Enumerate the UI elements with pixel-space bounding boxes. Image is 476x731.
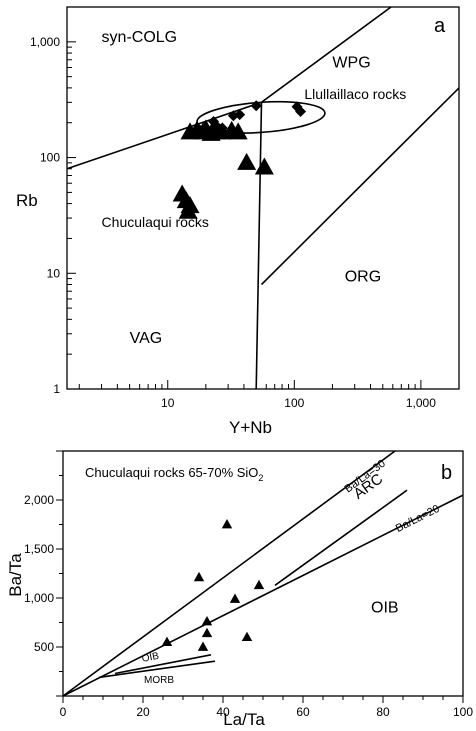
panel-b-title-subscript: 2 <box>258 473 263 483</box>
panel-a-boundary-line <box>255 102 263 390</box>
panel-a-y-tick-label: 100 <box>40 151 60 165</box>
panel-b-region-line <box>98 660 216 679</box>
panel-b-x-tick-label: 20 <box>136 705 150 719</box>
panel-b-ratio-line <box>62 494 464 697</box>
panel-a-label: a <box>434 15 446 37</box>
panel-b-region-label: MORB <box>144 675 174 686</box>
panel-b-y-tick-label: 2,000 <box>24 493 54 507</box>
panel-b-x-tick-label: 80 <box>376 705 390 719</box>
panel-b-x-tick-label: 100 <box>453 705 473 719</box>
panel-b-ratio-label: Ba/La=20 <box>394 503 442 535</box>
panel-a-triangle-point <box>178 201 198 219</box>
panel-a-field-label: syn-COLG <box>102 29 178 46</box>
panel-a-field-label: WPG <box>332 55 370 72</box>
panel-a-x-tick-label: 10 <box>161 396 175 410</box>
panel-a-field-label: ORG <box>345 268 381 285</box>
panel-a-field-label: VAG <box>130 330 163 347</box>
panel-a-diamond-point <box>250 100 262 112</box>
panel-b-triangle-point <box>241 631 253 642</box>
panel-a-x-tick-label: 1,000 <box>406 396 436 410</box>
panel-b-x-tick-label: 60 <box>296 705 310 719</box>
panel-a-x-axis-label: Y+Nb <box>229 418 272 437</box>
panel-a-triangle-point <box>237 152 257 170</box>
panel-a-boundary-line <box>260 87 460 286</box>
panel-b-region-line <box>114 654 212 675</box>
panel-b-x-tick-label: 40 <box>216 705 230 719</box>
panel-b-triangle-point <box>201 627 213 638</box>
panel-a-triangle-point <box>254 157 274 175</box>
panel-b-triangle-point <box>229 593 241 603</box>
panel-b-region-line <box>274 489 408 586</box>
panel-a-x-tick-label: 100 <box>284 396 304 410</box>
panel-b-title: Chuculaqui rocks 65-70% SiO2 <box>85 465 263 483</box>
panel-b-frame <box>62 450 464 697</box>
panel-b-triangle-point <box>197 641 209 651</box>
panel-b-x-axis-label: La/Ta <box>223 710 265 729</box>
panel-a-plot: a Rb Y+Nb 10 100 1,000 1 10 100 1,000 syn-COLG… <box>16 6 460 437</box>
panel-b-plot: b Chuculaqui rocks 65-70% SiO2 Ba/Ta La/… <box>6 450 473 729</box>
panel-a-y-tick-label: 1,000 <box>30 35 60 49</box>
panel-a-y-tick-label: 1 <box>53 382 60 396</box>
panel-b-ratio-line <box>62 450 396 697</box>
panel-b-triangle-point <box>221 519 233 529</box>
panel-b-triangle-point <box>253 579 265 590</box>
panel-b-triangle-point <box>193 571 205 582</box>
panel-b-field-label: OIB <box>371 600 399 617</box>
panel-b-region-label: OIB <box>141 651 160 665</box>
panel-b-triangle-point <box>201 616 213 626</box>
panel-b-y-axis-label: Ba/Ta <box>6 553 25 597</box>
panel-a-y-tick-label: 10 <box>47 266 61 280</box>
panel-a-field-label: Llullaillaco rocks <box>304 86 406 102</box>
panel-b-x-tick-label: 0 <box>60 705 67 719</box>
panel-b-y-tick-label: 500 <box>34 640 54 654</box>
panel-a-triangle-point <box>228 122 248 140</box>
panel-a-y-axis-label: Rb <box>16 191 38 210</box>
panel-a-diamond-point <box>234 109 246 121</box>
panel-b-triangle-point <box>161 636 173 646</box>
panel-b-y-tick-label: 1,500 <box>24 542 54 556</box>
panel-b-y-tick-label: 1,000 <box>24 591 54 605</box>
panel-b-title-text: Chuculaqui rocks 65-70% SiO <box>85 465 258 480</box>
panel-a-frame <box>66 6 460 390</box>
panel-b-label: b <box>441 462 452 484</box>
panel-a-diamond-point <box>295 106 307 118</box>
